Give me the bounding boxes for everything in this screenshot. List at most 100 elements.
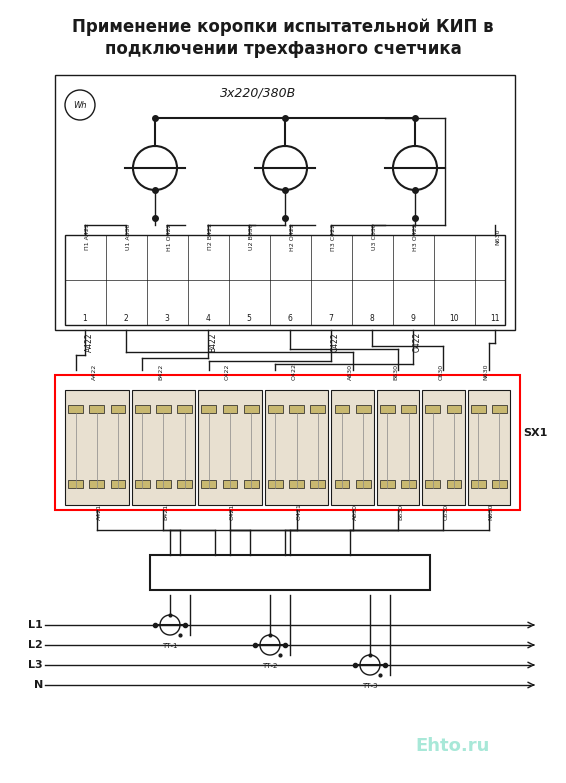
Polygon shape — [377, 390, 419, 505]
Text: О422: О422 — [291, 363, 297, 381]
Bar — [426, 480, 440, 488]
Text: С421: С421 — [230, 504, 235, 520]
Bar — [471, 480, 486, 488]
Bar — [380, 405, 395, 413]
Text: Ehto.ru: Ehto.ru — [415, 737, 490, 755]
Bar — [156, 480, 171, 488]
Bar — [177, 480, 192, 488]
Text: 5: 5 — [247, 314, 251, 323]
Text: П1 А422: П1 А422 — [85, 224, 90, 251]
Bar — [447, 480, 461, 488]
Bar — [110, 480, 126, 488]
Bar — [244, 480, 259, 488]
Polygon shape — [65, 390, 128, 505]
Text: N630: N630 — [484, 364, 489, 381]
Bar — [356, 480, 371, 488]
Text: Н2 О422: Н2 О422 — [290, 223, 295, 251]
Text: С630: С630 — [443, 504, 448, 520]
Bar — [156, 405, 171, 413]
Bar — [426, 405, 440, 413]
Text: 3х220/380В: 3х220/380В — [220, 87, 296, 100]
Bar — [268, 480, 283, 488]
Text: 6: 6 — [288, 314, 293, 323]
Text: В422: В422 — [208, 332, 217, 352]
Bar — [401, 405, 416, 413]
Bar — [289, 480, 304, 488]
Text: 4: 4 — [205, 314, 211, 323]
Text: L3: L3 — [28, 660, 43, 670]
Text: подключении трехфазного счетчика: подключении трехфазного счетчика — [105, 40, 461, 58]
Bar — [310, 405, 325, 413]
Text: 7: 7 — [328, 314, 333, 323]
Text: 9: 9 — [410, 314, 415, 323]
Bar — [310, 480, 325, 488]
Bar — [89, 405, 104, 413]
Bar — [289, 405, 304, 413]
Text: ТТ-2: ТТ-2 — [262, 663, 278, 669]
Text: П3 С422: П3 С422 — [331, 223, 336, 251]
Text: U2 В630: U2 В630 — [249, 224, 254, 251]
Text: В422: В422 — [158, 364, 164, 380]
Text: С422: С422 — [331, 332, 340, 352]
Bar — [222, 480, 237, 488]
Bar — [268, 405, 283, 413]
Bar — [177, 405, 192, 413]
Polygon shape — [198, 390, 262, 505]
Text: А422: А422 — [92, 364, 97, 380]
Bar — [244, 405, 259, 413]
Text: А630: А630 — [348, 364, 353, 380]
Text: Н3 О422: Н3 О422 — [413, 223, 418, 251]
Text: А421: А421 — [97, 504, 102, 520]
Text: В630: В630 — [393, 364, 398, 380]
Text: ТТ-3: ТТ-3 — [362, 683, 378, 689]
Text: А422: А422 — [85, 332, 94, 352]
Polygon shape — [265, 390, 328, 505]
Text: Wh: Wh — [73, 100, 87, 110]
Polygon shape — [132, 390, 195, 505]
Bar — [135, 405, 149, 413]
Text: SX1: SX1 — [523, 428, 547, 438]
Bar — [68, 405, 83, 413]
Text: О421: О421 — [297, 503, 302, 521]
Bar — [89, 480, 104, 488]
Text: L2: L2 — [28, 640, 43, 650]
Polygon shape — [332, 390, 374, 505]
Bar — [135, 480, 149, 488]
Bar — [380, 480, 395, 488]
Bar — [335, 405, 349, 413]
Bar — [492, 405, 507, 413]
Bar — [110, 405, 126, 413]
Bar — [356, 405, 371, 413]
Text: П2 В422: П2 В422 — [208, 223, 213, 251]
Bar — [401, 480, 416, 488]
Text: А630: А630 — [353, 504, 358, 520]
Text: 3: 3 — [165, 314, 169, 323]
Bar — [222, 405, 237, 413]
Text: В421: В421 — [164, 504, 169, 520]
Polygon shape — [468, 390, 510, 505]
Text: L1: L1 — [28, 620, 43, 630]
Bar — [201, 405, 216, 413]
Text: Применение коропки испытательной КИП в: Применение коропки испытательной КИП в — [72, 18, 494, 36]
Text: N630: N630 — [495, 229, 500, 245]
Text: С630: С630 — [439, 364, 443, 380]
Text: N: N — [34, 680, 43, 690]
Bar — [68, 480, 83, 488]
Bar — [447, 405, 461, 413]
Bar — [471, 405, 486, 413]
Text: О422: О422 — [413, 332, 422, 352]
Text: ТТ-1: ТТ-1 — [162, 643, 178, 649]
Polygon shape — [422, 390, 465, 505]
Bar — [201, 480, 216, 488]
Text: 8: 8 — [370, 314, 374, 323]
Text: Н1 О422: Н1 О422 — [167, 223, 172, 251]
Bar — [492, 480, 507, 488]
Text: 10: 10 — [449, 314, 459, 323]
Text: В630: В630 — [398, 504, 403, 520]
Text: U3 С630: U3 С630 — [372, 224, 377, 251]
Text: С422: С422 — [225, 364, 230, 381]
Text: N630: N630 — [489, 503, 494, 520]
Bar — [335, 480, 349, 488]
Text: 1: 1 — [83, 314, 87, 323]
Text: 2: 2 — [123, 314, 128, 323]
